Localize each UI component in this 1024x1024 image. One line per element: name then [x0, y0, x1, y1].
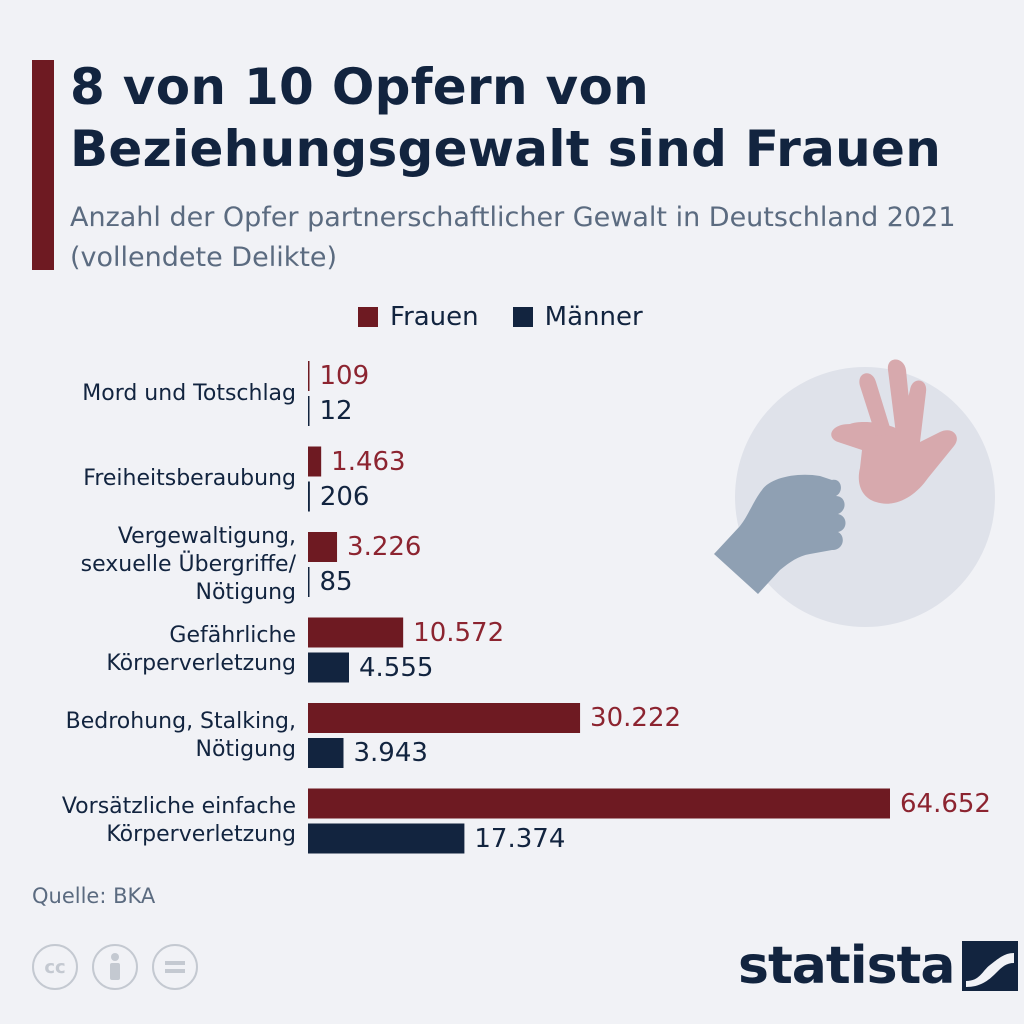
category-label: Vergewaltigung, sexuelle Übergriffe/Nötig…: [0, 523, 296, 607]
value-label-maenner: 12: [319, 396, 353, 426]
fist-icon: [714, 474, 846, 594]
category-label-line: Gefährliche: [169, 623, 296, 648]
value-label-frauen: 64.652: [900, 788, 991, 819]
statista-logo-mark-icon: [962, 941, 1019, 991]
category-label: Vorsätzliche einfache Körperverletzung: [0, 793, 296, 849]
bar-frauen: [308, 532, 338, 562]
value-label-maenner: 3.943: [353, 738, 428, 768]
legend-item-frauen: Frauen: [358, 302, 479, 332]
violence-illustration: [714, 359, 995, 627]
bar-frauen: [308, 788, 890, 819]
bar-maenner: [308, 823, 465, 854]
bar-maenner: [308, 567, 310, 597]
chart-title: 8 von 10 Opfern von Beziehungsgewalt sin…: [70, 58, 942, 178]
legend-swatch-maenner: [512, 307, 533, 327]
category-label-line: Mord und Totschlag: [82, 380, 296, 406]
category-label-line: Bedrohung, Stalking,: [65, 708, 296, 734]
bar-maenner: [308, 738, 344, 768]
source-note: Quelle: BKA: [32, 884, 156, 908]
bar-frauen: [308, 703, 581, 733]
category-label-line: Freiheitsberaubung: [83, 466, 296, 491]
open-hand-icon: [831, 359, 957, 504]
value-label-frauen: 10.572: [413, 617, 505, 648]
legend-item-maenner: Männer: [512, 302, 643, 332]
value-label-maenner: 85: [319, 567, 353, 597]
bar-frauen: [308, 361, 310, 391]
title-accent-bar: [32, 60, 54, 270]
category-label: Mord und Totschlag: [0, 380, 296, 408]
bar-maenner: [308, 396, 310, 426]
license-icons: cc: [32, 944, 212, 990]
value-label-frauen: 30.222: [590, 703, 682, 733]
value-label-frauen: 109: [319, 361, 370, 391]
statista-logo: statista: [738, 936, 1019, 996]
chart-subtitle: Anzahl der Opfer partnerschaftlicher Gew…: [70, 202, 956, 273]
bar-frauen: [308, 617, 404, 648]
category-label-line: Vergewaltigung,: [117, 523, 296, 549]
legend: Frauen Männer: [358, 302, 677, 332]
bar-frauen: [308, 446, 322, 477]
bar-maenner: [308, 652, 350, 683]
category-label: Gefährliche Körperverletzung: [0, 622, 296, 678]
category-label-line: Nötigung: [195, 579, 296, 605]
category-label-line: Nötigung: [195, 736, 296, 762]
category-label-line: Vorsätzliche einfache: [61, 794, 296, 819]
statista-logo-text: statista: [738, 936, 955, 996]
legend-label-maenner: Männer: [544, 302, 643, 332]
category-label: Freiheitsberaubung: [0, 465, 296, 493]
category-label: Bedrohung, Stalking, Nötigung: [0, 708, 296, 764]
attribution-icon: [92, 944, 138, 990]
category-label-line: sexuelle Übergriffe/: [80, 551, 296, 577]
value-label-maenner: 17.374: [474, 823, 566, 854]
category-label-line: Körperverletzung: [106, 822, 296, 847]
value-label-frauen: 1.463: [331, 446, 406, 477]
illustration-background-circle: [735, 367, 995, 627]
creative-commons-icon: cc: [32, 944, 78, 990]
category-label-line: Körperverletzung: [106, 651, 296, 676]
legend-label-frauen: Frauen: [390, 302, 479, 332]
value-label-maenner: 4.555: [359, 652, 434, 683]
value-label-frauen: 3.226: [347, 532, 422, 562]
value-label-maenner: 206: [319, 481, 370, 512]
legend-swatch-frauen: [358, 307, 378, 327]
no-derivatives-icon: [152, 944, 198, 990]
bar-maenner: [308, 481, 310, 512]
